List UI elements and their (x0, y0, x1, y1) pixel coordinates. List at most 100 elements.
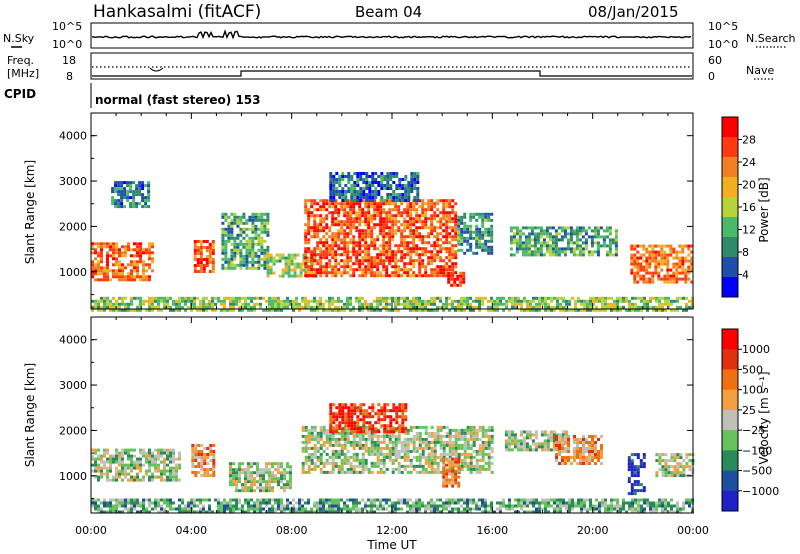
power-cell (487, 227, 491, 231)
power-cell (271, 296, 274, 300)
power-cell (100, 242, 103, 246)
velocity-cell (594, 450, 597, 453)
power-cell (331, 244, 335, 248)
power-cell (361, 274, 365, 278)
power-cell (307, 247, 311, 251)
power-cell (634, 302, 637, 306)
power-cell (373, 274, 377, 278)
power-cell (373, 223, 377, 227)
velocity-cell (525, 445, 529, 449)
power-cell (404, 193, 408, 196)
power-cell (634, 308, 637, 312)
velocity-cell (504, 439, 508, 443)
power-cell (367, 268, 371, 272)
power-cell (299, 271, 303, 275)
velocity-cell (100, 472, 103, 476)
power-cell (538, 305, 541, 309)
power-cell (123, 193, 127, 197)
velocity-cell (331, 461, 335, 465)
power-cell (382, 299, 385, 303)
power-cell (355, 244, 359, 248)
velocity-cell (555, 435, 558, 438)
power-cell (457, 230, 461, 234)
power-cell (226, 308, 229, 312)
velocity-cell (454, 428, 458, 432)
velocity-cell (109, 457, 112, 461)
power-cell (260, 239, 264, 243)
velocity-cell (148, 448, 151, 452)
power-cell (660, 247, 664, 251)
power-cell (403, 247, 407, 251)
velocity-cell (121, 460, 124, 464)
power-cell (439, 220, 443, 224)
power-cell (208, 252, 212, 255)
power-cell (472, 308, 475, 312)
velocity-cell (454, 449, 458, 453)
velocity-cell (334, 464, 338, 468)
velocity-cell (364, 440, 368, 444)
power-cell (353, 196, 357, 199)
power-cell (322, 268, 326, 272)
power-cell (397, 220, 401, 224)
velocity-cell (247, 471, 250, 475)
power-cell (127, 278, 130, 282)
power-cell (616, 296, 619, 300)
power-cell (511, 296, 514, 300)
power-cell (220, 299, 223, 303)
velocity-cell (371, 415, 375, 419)
velocity-cell (558, 444, 561, 447)
power-cell (139, 308, 142, 312)
velocity-cell (466, 455, 470, 459)
velocity-cell (528, 445, 532, 449)
velocity-cell (191, 453, 195, 456)
power-cell (269, 271, 273, 275)
velocity-cell (442, 475, 446, 479)
power-cell (290, 268, 294, 272)
velocity-cell (191, 465, 195, 468)
power-cell (400, 232, 404, 236)
power-cell (334, 253, 338, 257)
velocity-cell (439, 425, 443, 429)
power-cell (334, 259, 338, 263)
power-cell (353, 190, 357, 193)
velocity-cell (142, 454, 145, 458)
power-cell (586, 299, 589, 303)
power-cell (257, 215, 261, 219)
power-cell (675, 262, 679, 266)
power-cell (230, 227, 234, 231)
velocity-cell (490, 461, 494, 465)
velocity-cell (633, 474, 637, 478)
power-cell (376, 265, 380, 269)
power-cell (163, 302, 166, 306)
power-cell (319, 296, 322, 300)
power-cell (690, 280, 694, 284)
velocity-cell (325, 470, 329, 474)
power-cell (642, 247, 646, 251)
velocity-cell (325, 446, 329, 450)
power-cell (448, 202, 452, 206)
power-cell (442, 223, 446, 227)
power-cell (436, 238, 440, 242)
velocity-cell (377, 421, 381, 425)
power-cell (424, 265, 428, 269)
power-cell (296, 265, 300, 269)
power-cell (392, 175, 396, 178)
power-cell (400, 274, 404, 278)
velocity-cell (460, 437, 464, 441)
power-cell (454, 256, 458, 260)
velocity-cell (109, 478, 112, 482)
power-cell (221, 236, 225, 240)
power-cell (391, 214, 395, 218)
power-cell (340, 274, 344, 278)
velocity-cell (316, 434, 320, 438)
velocity-cell (418, 434, 422, 438)
power-cell (678, 262, 682, 266)
power-cell (269, 259, 273, 263)
power-cell (304, 305, 307, 309)
velocity-cell (362, 418, 366, 422)
velocity-cell (172, 466, 175, 470)
velocity-cell (166, 475, 169, 479)
velocity-cell (513, 439, 517, 443)
velocity-cell (546, 448, 550, 452)
power-cell (148, 266, 151, 270)
